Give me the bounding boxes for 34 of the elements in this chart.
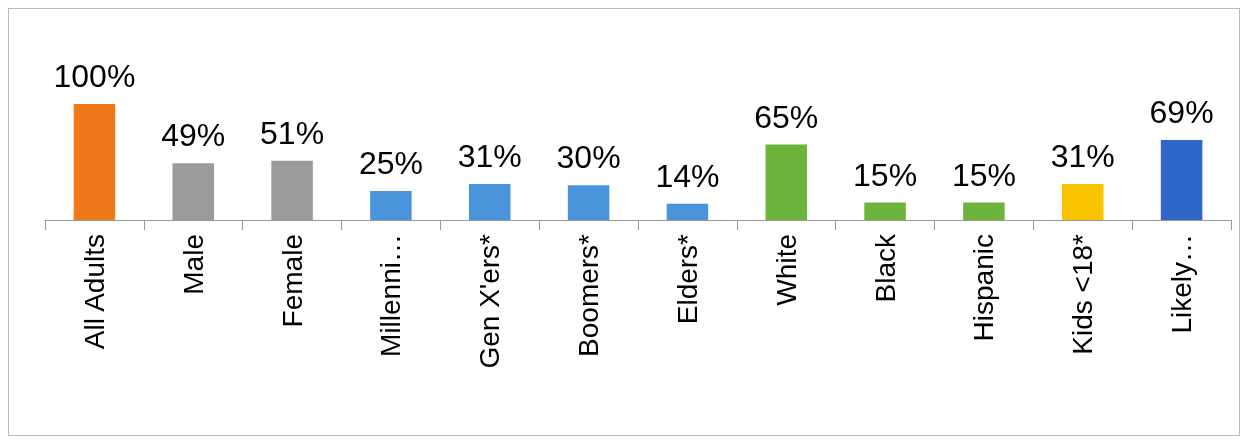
data-label: 25% xyxy=(358,145,423,181)
data-label: 51% xyxy=(260,114,325,151)
x-tick-label: White xyxy=(770,234,802,306)
data-label: 15% xyxy=(853,156,918,193)
bar xyxy=(567,185,610,220)
x-tick-label: Female xyxy=(276,234,308,328)
x-tick-label: Black xyxy=(869,233,901,303)
data-label: 14% xyxy=(655,157,720,194)
x-tick-label: Gen X'ers* xyxy=(474,233,506,369)
x-tick-label: Likely… xyxy=(1166,234,1198,334)
bar xyxy=(1061,184,1104,220)
x-tick-label: Hispanic xyxy=(968,234,1000,342)
bar xyxy=(1160,139,1203,220)
data-label: 65% xyxy=(754,98,819,135)
bar xyxy=(765,144,808,220)
x-tick-label: Boomers* xyxy=(573,233,605,357)
data-label: 100% xyxy=(53,58,136,94)
x-tick-label: Millenni… xyxy=(375,234,407,357)
x-tick-label: All Adults xyxy=(78,234,110,350)
data-label: 15% xyxy=(951,156,1016,193)
bar xyxy=(963,202,1005,220)
data-label: 31% xyxy=(1050,138,1115,175)
bar xyxy=(864,202,906,220)
bar xyxy=(370,191,412,220)
data-label: 30% xyxy=(556,139,621,176)
x-tick-label: Elders* xyxy=(671,233,703,325)
bar xyxy=(469,184,511,220)
x-tick-label: Kids <18* xyxy=(1067,233,1099,355)
bar xyxy=(73,104,116,220)
bar xyxy=(666,203,709,220)
data-label: 69% xyxy=(1149,93,1214,130)
data-label: 31% xyxy=(457,138,522,175)
data-label: 49% xyxy=(161,117,226,154)
x-tick-label: Male xyxy=(177,234,209,295)
